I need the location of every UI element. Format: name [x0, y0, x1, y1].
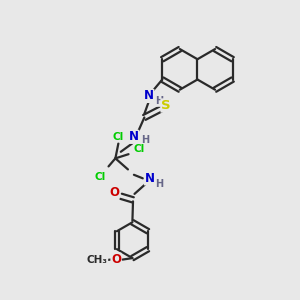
Text: N: N [144, 89, 154, 103]
Text: H: H [155, 96, 164, 106]
Text: N: N [129, 130, 139, 143]
Text: Cl: Cl [134, 144, 145, 154]
Text: Cl: Cl [113, 132, 124, 142]
Text: S: S [161, 99, 171, 112]
Text: N: N [144, 172, 154, 185]
Text: CH₃: CH₃ [87, 255, 108, 265]
Text: Cl: Cl [95, 172, 106, 182]
Text: H: H [141, 135, 149, 145]
Text: O: O [111, 253, 121, 266]
Text: O: O [109, 186, 119, 199]
Text: H: H [155, 179, 163, 189]
